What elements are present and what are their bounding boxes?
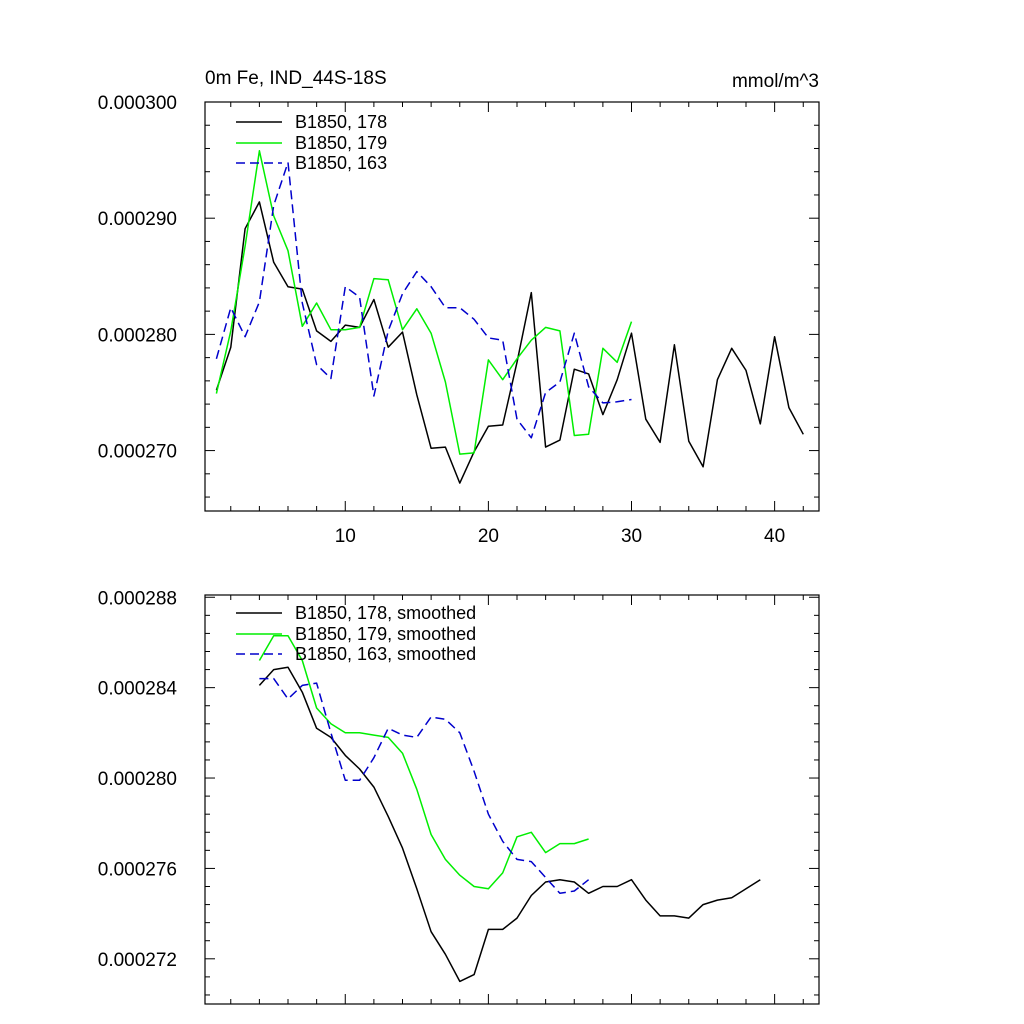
top-xtick-label: 20 [478,526,499,547]
top-ytick-label: 0.000280 [98,325,177,346]
top-legend-label-2: B1850, 163 [295,153,387,173]
bottom-ytick-label: 0.000276 [98,859,177,880]
top-panel: 0m Fe, IND_44S-18S mmol/m^3 10 20 30 40 0.00… [98,68,820,547]
top-xtick-label: 10 [335,526,356,547]
top-plot-frame [204,101,820,512]
bottom-series-line-1 [258,634,589,890]
top-axis-ticks: 10 20 30 40 0.000270 0.000280 0.000290 0.000300 [98,93,819,547]
top-legend-label-1: B1850, 179 [295,133,387,153]
top-legend-label-0: B1850, 178 [295,112,387,132]
bottom-series-line-0 [258,666,761,983]
top-series-line-0 [215,201,804,484]
bottom-legend-label-2: B1850, 163, smoothed [295,644,476,664]
bottom-plot-frame [204,594,820,1005]
bottom-ytick-label: 0.000272 [98,950,177,971]
top-series-line-2 [215,161,632,439]
top-series-group [215,150,804,484]
top-ytick-label: 0.000290 [98,209,177,230]
bottom-ytick-label: 0.000288 [98,588,177,609]
top-chart-title: 0m Fe, IND_44S-18S [205,68,387,89]
bottom-legend: B1850, 178, smoothed B1850, 179, smoothe… [236,603,476,664]
bottom-series-line-2 [259,677,590,895]
top-xtick-label: 40 [764,526,785,547]
bottom-ytick-label: 0.000284 [98,679,178,700]
bottom-panel: 0.000272 0.000276 0.000280 0.000284 0.000288… [98,588,820,1005]
bottom-ytick-label: 0.000280 [98,769,177,790]
bottom-series-group [258,634,761,983]
top-series-line-1 [215,150,633,455]
bottom-legend-label-0: B1850, 178, smoothed [295,603,476,623]
top-legend: B1850, 178 B1850, 179 B1850, 163 [236,112,387,173]
bottom-axis-ticks: 0.000272 0.000276 0.000280 0.000284 0.000288 [98,588,819,1004]
top-ytick-label: 0.000300 [98,93,177,114]
top-chart-units: mmol/m^3 [732,71,819,92]
top-xtick-label: 30 [621,526,642,547]
bottom-legend-label-1: B1850, 179, smoothed [295,624,476,644]
top-ytick-label: 0.000270 [98,442,177,463]
